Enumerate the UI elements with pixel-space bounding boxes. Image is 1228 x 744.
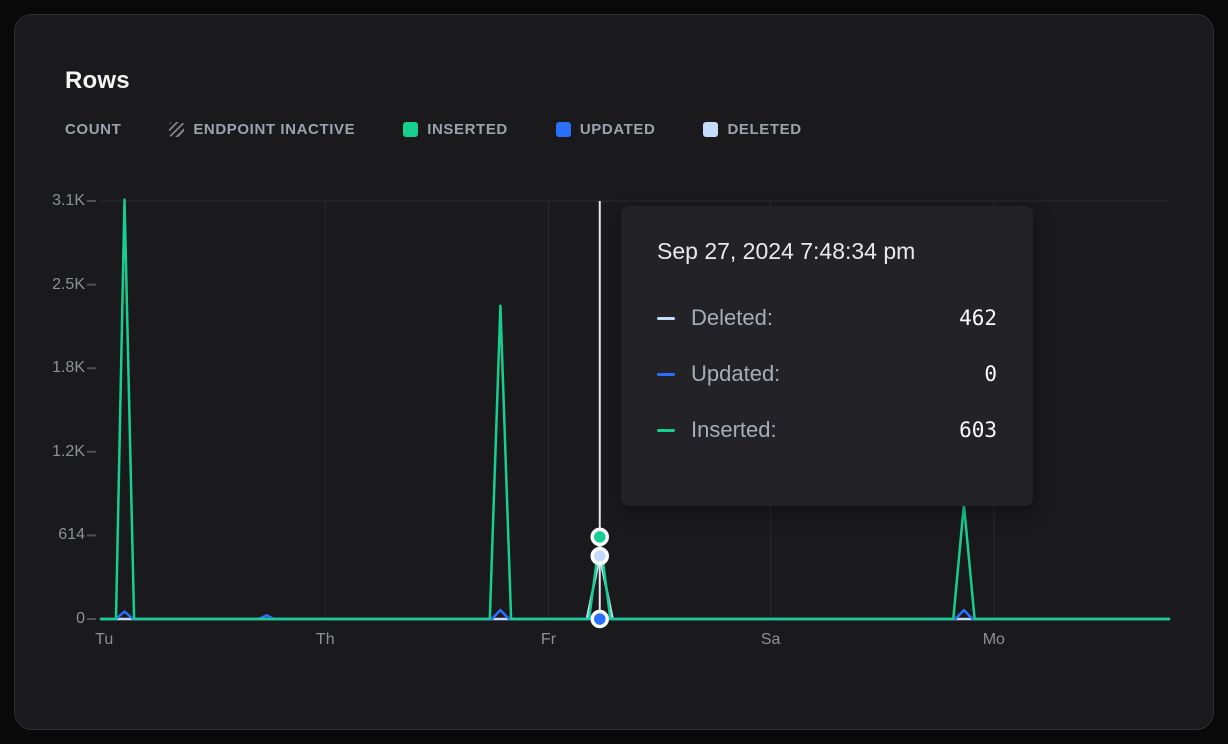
legend-item-endpoint-inactive[interactable]: ENDPOINT INACTIVE bbox=[169, 121, 355, 138]
tooltip-label: Deleted: bbox=[691, 305, 773, 330]
x-tick-label: Sa bbox=[760, 631, 781, 648]
tooltip-row-deleted: Deleted: 462 bbox=[657, 301, 997, 335]
chart-tooltip: Sep 27, 2024 7:48:34 pm Deleted: 462 Upd… bbox=[621, 206, 1033, 506]
y-axis-labels: 0 614 1.2K 1.8K 2.5K 3.1K bbox=[15, 185, 87, 655]
tooltip-label: Inserted: bbox=[691, 417, 777, 442]
hover-marker-deleted bbox=[590, 546, 610, 566]
series-line-inserted bbox=[99, 198, 1171, 621]
tooltip-value: 603 bbox=[959, 418, 997, 442]
x-tick-label: Tu bbox=[95, 631, 114, 648]
chart-legend: COUNT ENDPOINT INACTIVE INSERTED UPDATED… bbox=[65, 121, 802, 138]
y-tick-label: 3.1K bbox=[52, 192, 85, 209]
chart-title: Rows bbox=[65, 67, 130, 94]
hover-marker-updated bbox=[590, 609, 610, 629]
rows-chart-card: Rows COUNT ENDPOINT INACTIVE INSERTED UP… bbox=[14, 14, 1214, 730]
endpoint-inactive-hatch-icon bbox=[169, 122, 185, 137]
tooltip-value: 462 bbox=[959, 306, 997, 330]
series-line-deleted bbox=[99, 554, 1171, 621]
y-tick-label: 614 bbox=[58, 526, 85, 544]
y-tick-label: 1.8K bbox=[52, 359, 85, 377]
tooltip-row-inserted: Inserted: 603 bbox=[657, 413, 997, 447]
legend-item-label: INSERTED bbox=[427, 121, 508, 138]
tooltip-title: Sep 27, 2024 7:48:34 pm bbox=[657, 238, 916, 264]
inserted-series-dash-icon bbox=[657, 428, 675, 432]
legend-item-label: DELETED bbox=[727, 121, 802, 138]
deleted-series-dash-icon bbox=[657, 316, 675, 320]
chart-area[interactable]: 0 614 1.2K 1.8K 2.5K 3.1K Tu Th Fr Sa Mo Sep 27, … bbox=[15, 185, 1214, 705]
legend-item-updated[interactable]: UPDATED bbox=[555, 121, 656, 138]
rows-chart-svg[interactable] bbox=[15, 185, 1214, 655]
tooltip-label: Updated: bbox=[691, 361, 781, 386]
legend-item-label: UPDATED bbox=[579, 121, 656, 138]
x-tick-label: Mo bbox=[982, 631, 1005, 648]
inserted-swatch-icon bbox=[403, 122, 419, 137]
x-tick-label: Fr bbox=[540, 631, 557, 648]
tooltip-value: 0 bbox=[984, 362, 997, 386]
tooltip-row-updated: Updated: 0 bbox=[657, 357, 997, 391]
x-tick-label: Th bbox=[315, 631, 335, 648]
y-tick-label: 1.2K bbox=[52, 442, 85, 460]
legend-item-deleted[interactable]: DELETED bbox=[703, 121, 801, 138]
deleted-swatch-icon bbox=[703, 122, 719, 137]
y-tick-label: 0 bbox=[76, 610, 85, 627]
y-tick-label: 2.5K bbox=[52, 275, 85, 293]
updated-swatch-icon bbox=[555, 122, 571, 137]
legend-count-label: COUNT bbox=[65, 121, 122, 138]
series-line-updated bbox=[99, 608, 1171, 621]
updated-series-dash-icon bbox=[657, 372, 675, 376]
legend-item-inserted[interactable]: INSERTED bbox=[403, 121, 508, 138]
hover-marker-inserted bbox=[590, 527, 610, 547]
legend-item-label: ENDPOINT INACTIVE bbox=[193, 121, 356, 138]
